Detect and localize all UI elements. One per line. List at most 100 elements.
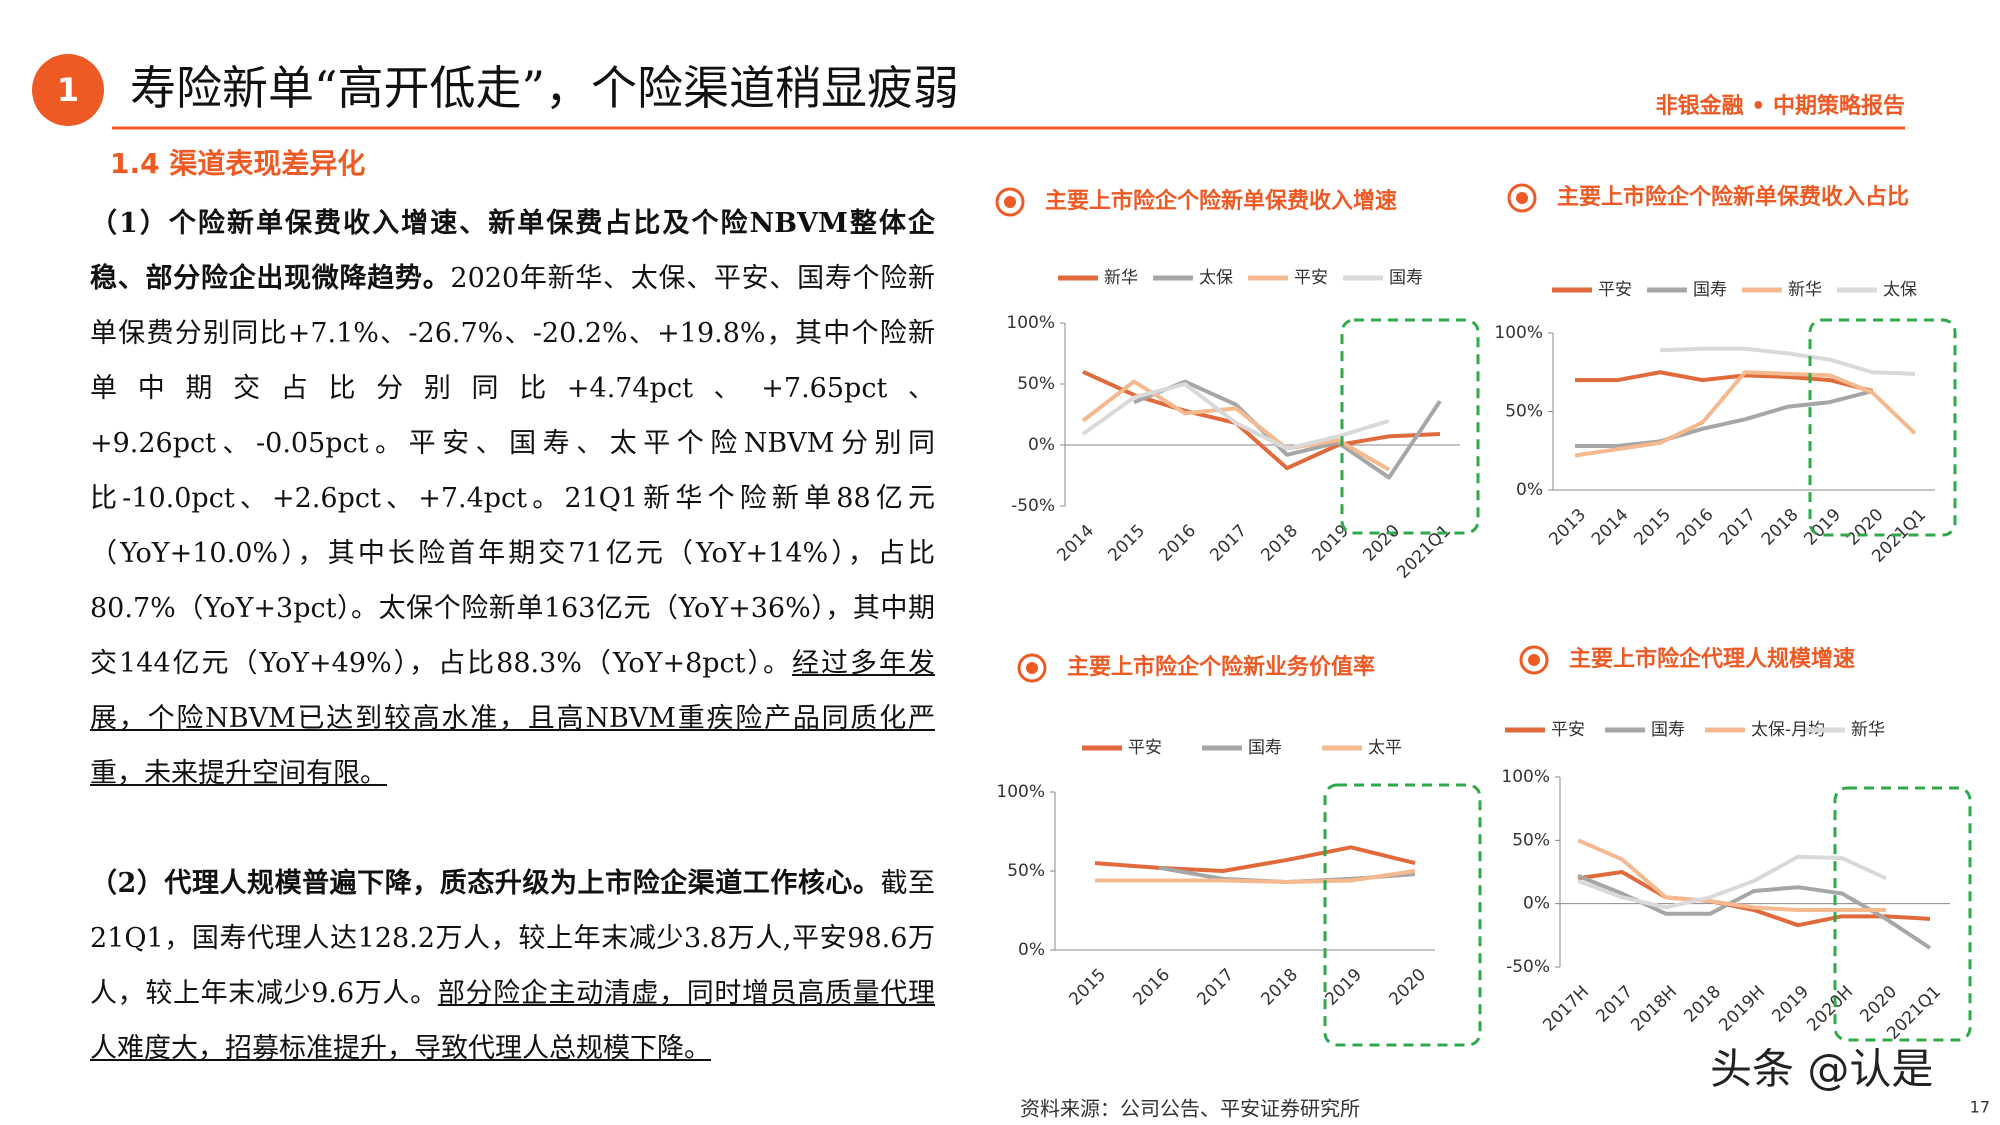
text: 截至21Q1，国寿代理人达128.2万人，较上年末减少3.8万人,平安98.6万…: [90, 868, 935, 1009]
series-line: [1094, 845, 1416, 873]
y-tick-label: 0%: [1516, 480, 1543, 500]
series-line: [1575, 389, 1874, 449]
series-line: [1577, 854, 1887, 910]
legend-label: 国寿: [1389, 268, 1423, 288]
series-line: [1081, 382, 1390, 451]
title-icon: [1516, 192, 1528, 204]
x-tick-label: 2016: [1129, 965, 1174, 1010]
highlight-box: [1808, 318, 1957, 537]
legend-label: 平安: [1294, 268, 1328, 288]
series-line: [1577, 870, 1931, 928]
source: 资料来源：公司公告、平安证券研究所: [1020, 1097, 1360, 1121]
x-tick-label: 2019: [1308, 521, 1353, 566]
x-tick-label: 2016: [1155, 521, 1200, 566]
chart-title: 主要上市险企个险新单保费收入增速: [1045, 188, 1397, 214]
x-tick-label: 2017: [1193, 965, 1238, 1010]
series-line: [1575, 370, 1874, 394]
y-tick-label: -50%: [1506, 957, 1550, 977]
x-tick-label: 2014: [1053, 521, 1098, 566]
x-tick-label: 2016: [1673, 505, 1718, 550]
y-tick-label: 50%: [1512, 830, 1550, 850]
y-tick-label: 0%: [1523, 894, 1550, 914]
y-tick-label: 100%: [1006, 313, 1055, 333]
legend-label: 平安: [1551, 720, 1585, 740]
lead: （1）个险新单保费收入增速、新单保费占比及个险NBVM整体企稳、部分险企出现微降…: [90, 208, 935, 294]
x-tick-label: 2015: [1630, 505, 1675, 550]
legend-label: 新华: [1788, 280, 1822, 300]
y-tick-label: 100%: [1501, 767, 1550, 787]
paragraph: （1）个险新单保费收入增速、新单保费占比及个险NBVM整体企稳、部分险企出现微降…: [90, 196, 935, 801]
x-tick-label: 2019: [1800, 505, 1845, 550]
y-tick-label: 0%: [1018, 940, 1045, 960]
x-tick-label: 2017: [1715, 505, 1760, 550]
x-tick-label: 2019H: [1715, 982, 1769, 1036]
y-tick-label: 50%: [1505, 402, 1543, 422]
title-icon: [1004, 196, 1016, 208]
paragraph: （2）代理人规模普遍下降，质态升级为上市险企渠道工作核心。截至21Q1，国寿代理…: [90, 856, 935, 1076]
series-line: [1095, 869, 1416, 885]
title-icon: [1519, 645, 1549, 675]
watermark: 头条 @认是: [1710, 1045, 1933, 1094]
legend-label: 太保: [1199, 268, 1233, 288]
text: 2020年新华、太保、平安、国寿个险新单保费分别同比+7.1%、-26.7%、-…: [90, 263, 935, 679]
x-tick-label: 2018H: [1627, 982, 1681, 1036]
legend-label: 国寿: [1248, 738, 1282, 758]
x-tick-label: 2017: [1206, 521, 1251, 566]
highlight-box: [1833, 786, 1972, 1042]
highlight-box: [1323, 783, 1482, 1047]
x-tick-label: 2015: [1065, 965, 1110, 1010]
section-title: 1.4 渠道表现差异化: [110, 147, 365, 180]
x-tick-label: 2020: [1359, 521, 1404, 566]
x-tick-label: 2014: [1588, 505, 1633, 550]
series-line: [1659, 346, 1916, 376]
legend-label: 太保: [1883, 280, 1917, 300]
y-tick-label: 100%: [996, 782, 1045, 802]
title-icon: [1507, 183, 1537, 213]
x-tick-label: 2021Q1: [1393, 521, 1455, 583]
legend-label: 新华: [1104, 268, 1138, 288]
highlight-box: [1340, 318, 1480, 535]
title-icon: [1017, 653, 1047, 683]
series-line: [1133, 379, 1442, 480]
series-line: [1577, 838, 1886, 912]
conclusion: 部分险企主动清虚，同时增员高质量代理人难度大，招募标准提升，导致代理人总规模下降…: [90, 978, 935, 1064]
y-tick-label: 50%: [1007, 861, 1045, 881]
number: 1: [57, 71, 79, 109]
lead: （2）代理人规模普遍下降，质态升级为上市险企渠道工作核心。: [90, 868, 881, 899]
report-tag: 非银金融 • 中期策略报告: [1656, 93, 1905, 119]
x-tick-label: 2018: [1257, 965, 1302, 1010]
x-tick-label: 2013: [1545, 505, 1590, 550]
legend-label: 平安: [1598, 280, 1632, 300]
x-tick-label: 2020H: [1803, 982, 1857, 1036]
legend-label: 国寿: [1651, 720, 1685, 740]
page-number: 17: [1970, 1098, 1990, 1117]
number-badge: [32, 54, 104, 126]
x-tick-label: 2017H: [1539, 982, 1593, 1036]
x-tick-label: 2019: [1321, 965, 1366, 1010]
legend-label: 太保-月均: [1751, 720, 1825, 740]
title-icon: [1528, 654, 1540, 666]
series-line: [1574, 370, 1917, 458]
title-icon: [1026, 662, 1038, 674]
y-tick-label: 100%: [1494, 323, 1543, 343]
x-tick-label: 2018: [1758, 505, 1803, 550]
conclusion: 经过多年发展，个险NBVM已达到较高水准，且高NBVM重疾险产品同质化严重，未来…: [90, 648, 935, 789]
legend-label: 新华: [1851, 720, 1885, 740]
y-tick-label: -50%: [1011, 496, 1055, 516]
body-text: （1）个险新单保费收入增速、新单保费占比及个险NBVM整体企稳、部分险企出现微降…: [90, 196, 935, 1076]
chart-title: 主要上市险企个险新单保费收入占比: [1557, 184, 1909, 210]
legend-label: 国寿: [1693, 280, 1727, 300]
title-icon: [995, 187, 1025, 217]
y-tick-label: 0%: [1028, 435, 1055, 455]
legend-label: 太平: [1368, 738, 1402, 758]
y-tick-label: 50%: [1017, 374, 1055, 394]
series-line: [1081, 379, 1391, 472]
x-tick-label: 2018: [1257, 521, 1302, 566]
chart-title: 主要上市险企个险新业务价值率: [1067, 654, 1375, 680]
chart-title: 主要上市险企代理人规模增速: [1569, 646, 1855, 672]
x-tick-label: 2015: [1104, 521, 1149, 566]
page-title: 寿险新单“高开低走”，个险渠道稍显疲弱: [130, 61, 959, 115]
x-tick-label: 2020: [1385, 965, 1430, 1010]
